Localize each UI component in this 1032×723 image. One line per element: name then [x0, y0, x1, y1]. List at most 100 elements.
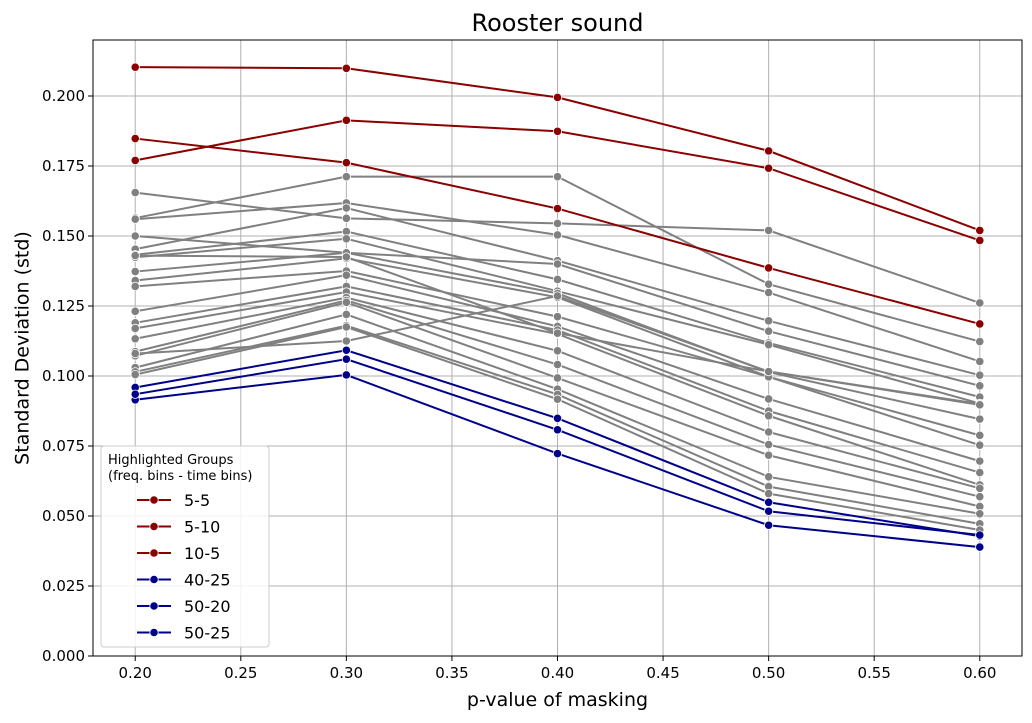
- axis-ticks: 0.20 0.25 0.30 0.35 0.40 0.45 0.50 0.55 0.60 0.00…: [42, 87, 996, 682]
- data-point: [975, 225, 985, 235]
- data-point: [764, 472, 774, 482]
- data-point: [552, 92, 563, 103]
- data-point: [552, 218, 563, 228]
- chart-title: Rooster sound: [472, 9, 644, 37]
- data-point: [552, 172, 563, 182]
- data-point: [764, 263, 774, 273]
- data-point: [975, 298, 985, 308]
- data-point: [341, 297, 351, 307]
- data-point: [341, 370, 351, 380]
- data-point: [552, 448, 563, 459]
- data-point: [552, 394, 563, 404]
- legend-title: Highlighted Groups: [108, 453, 234, 468]
- data-point: [975, 356, 985, 367]
- data-point: [975, 336, 985, 347]
- data-point: [764, 326, 774, 336]
- data-point: [975, 440, 985, 450]
- data-point: [975, 370, 985, 380]
- data-point: [552, 373, 563, 383]
- data-point: [552, 291, 563, 301]
- data-point: [130, 369, 140, 380]
- data-point: [764, 427, 774, 437]
- data-point: [341, 336, 351, 346]
- data-point: [341, 203, 351, 213]
- data-point: [552, 359, 563, 370]
- data-point: [975, 467, 985, 478]
- legend-item: 5-10: [137, 518, 220, 537]
- y-tick-label: 0.000: [42, 647, 85, 665]
- data-point: [552, 346, 563, 356]
- data-point: [552, 274, 563, 284]
- data-point: [341, 213, 351, 223]
- data-point: [552, 328, 563, 338]
- data-point: [130, 281, 140, 291]
- legend-label: 5-5: [184, 491, 210, 510]
- data-point: [341, 158, 351, 168]
- y-tick-label: 0.050: [42, 507, 85, 525]
- data-point: [130, 348, 140, 359]
- data-point: [764, 488, 774, 499]
- data-point: [764, 366, 774, 377]
- data-point: [130, 266, 140, 277]
- legend-label: 10-5: [184, 544, 220, 563]
- legend-swatch-marker: [149, 495, 159, 505]
- y-tick-label: 0.175: [42, 157, 85, 175]
- legend-box: [100, 445, 270, 648]
- data-point: [975, 509, 985, 519]
- data-point: [130, 334, 140, 344]
- data-point: [975, 430, 985, 440]
- data-point: [552, 259, 563, 269]
- data-point: [975, 530, 985, 540]
- data-point: [764, 394, 774, 404]
- x-tick-label: 0.25: [224, 664, 257, 682]
- data-point: [130, 306, 140, 316]
- data-point: [764, 506, 774, 516]
- data-point: [764, 450, 774, 460]
- data-point: [975, 400, 985, 410]
- data-point: [130, 155, 140, 165]
- legend-swatch-marker: [149, 521, 159, 532]
- data-point: [341, 252, 351, 262]
- data-point: [341, 322, 351, 332]
- data-point: [764, 146, 774, 156]
- legend-item: 40-25: [137, 571, 231, 590]
- legend-subtitle: (freq. bins - time bins): [108, 469, 253, 484]
- legend-label: 50-25: [184, 624, 231, 643]
- data-point: [552, 126, 563, 136]
- highlighted-series-10-5: [130, 133, 985, 329]
- data-point: [130, 389, 140, 399]
- data-point: [764, 279, 774, 289]
- x-tick-label: 0.30: [330, 664, 363, 682]
- legend-swatch-marker: [149, 627, 159, 638]
- highlighted-series-50-20: [130, 370, 985, 552]
- y-tick-label: 0.025: [42, 577, 85, 595]
- x-tick-label: 0.50: [752, 664, 785, 682]
- gray-series: [130, 309, 985, 519]
- legend-item: 10-5: [137, 544, 220, 563]
- y-tick-label: 0.100: [42, 367, 85, 385]
- data-point: [975, 542, 985, 552]
- legend-item: 50-25: [137, 624, 231, 643]
- data-point: [341, 270, 351, 280]
- data-point: [764, 287, 774, 298]
- data-point: [764, 163, 774, 173]
- data-point: [764, 316, 774, 326]
- legend-item: 50-20: [137, 597, 231, 616]
- data-point: [130, 251, 140, 261]
- gray-series: [130, 188, 985, 308]
- y-tick-label: 0.125: [42, 297, 85, 315]
- data-point: [341, 115, 351, 125]
- legend-item: 5-5: [137, 491, 210, 510]
- data-point: [552, 230, 563, 240]
- x-tick-label: 0.60: [963, 664, 996, 682]
- x-tick-label: 0.40: [541, 664, 574, 682]
- data-point: [130, 231, 140, 241]
- data-point: [764, 497, 774, 507]
- data-point: [341, 345, 351, 355]
- gray-series: [130, 266, 985, 450]
- data-point: [764, 411, 774, 421]
- gray-series: [130, 292, 985, 493]
- data-point: [552, 413, 563, 423]
